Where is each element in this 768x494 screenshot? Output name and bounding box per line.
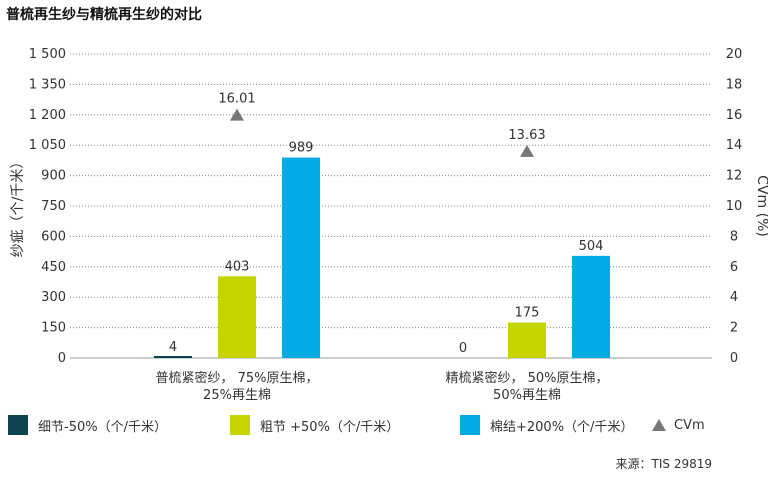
y-tick-label: 150 — [41, 321, 66, 336]
axis-ticks: 0 0 150 2 300 4 450 6 600 8 750 10 900 12 1 050 14 1 200… — [29, 47, 742, 366]
legend-item-cvm: CVm — [652, 418, 705, 433]
category-label: 50%再生棉 — [493, 388, 561, 403]
y2-axis-title: CVm (%) — [754, 175, 768, 237]
triangle-marker-icon — [652, 419, 666, 431]
category-label: 普梳紧密纱， 75%原生棉， — [155, 370, 318, 386]
bar — [508, 322, 546, 358]
cvm-marker — [230, 108, 244, 121]
bar — [572, 255, 610, 358]
y2-tick-label: 12 — [726, 169, 743, 184]
legend-label-neps: 棉结+200%（个/千米） — [490, 419, 634, 435]
y2-tick-label: 18 — [726, 77, 743, 92]
y2-tick-label: 2 — [730, 321, 738, 336]
legend-item-thick: 粗节 +50%（个/千米） — [230, 415, 460, 435]
y2-tick-label: 8 — [730, 229, 738, 244]
y-tick-label: 900 — [41, 169, 66, 184]
chart-title: 普梳再生纱与精梳再生纱的对比 — [6, 7, 202, 23]
y2-tick-label: 20 — [726, 47, 743, 62]
bar — [154, 356, 192, 358]
legend-label-cvm: CVm — [674, 417, 705, 433]
legend-item-thin: 细节-50%（个/千米） — [8, 415, 230, 435]
y2-tick-label: 6 — [730, 260, 738, 275]
bar-value-label: 0 — [459, 341, 467, 356]
legend: 细节-50%（个/千米） 粗节 +50%（个/千米） 棉结+200%（个/千米）… — [8, 412, 764, 438]
cvm-value-label: 16.01 — [218, 92, 255, 107]
grid-lines — [70, 53, 712, 359]
y-tick-label: 1 050 — [29, 138, 66, 153]
legend-label-thin: 细节-50%（个/千米） — [38, 419, 167, 435]
y-axis-title: 纱疵（个/千米） — [10, 155, 26, 258]
bars — [154, 157, 610, 358]
cvm-marker — [520, 144, 534, 157]
legend-swatch-neps — [460, 415, 480, 435]
bar — [218, 276, 256, 358]
category-label: 25%再生棉 — [203, 388, 271, 403]
bar-value-label: 989 — [289, 141, 314, 156]
bar-value-label: 175 — [515, 306, 540, 321]
y2-tick-label: 16 — [726, 108, 743, 123]
legend-label-thick: 粗节 +50%（个/千米） — [260, 419, 400, 435]
y-tick-label: 300 — [41, 290, 66, 305]
y-tick-label: 450 — [41, 260, 66, 275]
bar-value-label: 4 — [169, 340, 177, 355]
bar-value-label: 403 — [225, 259, 250, 274]
bar-value-label: 504 — [579, 239, 604, 254]
y2-tick-label: 14 — [726, 138, 743, 153]
legend-swatch-thin — [8, 415, 28, 435]
y-tick-label: 750 — [41, 199, 66, 214]
data-labels: 4 403 989 16.01 0 175 504 13.63 — [169, 92, 604, 356]
legend-item-neps: 棉结+200%（个/千米） — [460, 415, 652, 435]
y2-tick-label: 4 — [730, 290, 738, 305]
y2-tick-label: 0 — [730, 351, 738, 366]
source-note: 来源：TIS 29819 — [615, 457, 712, 471]
y2-tick-label: 10 — [726, 199, 743, 214]
legend-swatch-thick — [230, 415, 250, 435]
cvm-value-label: 13.63 — [508, 128, 545, 143]
y-tick-label: 1 500 — [29, 47, 66, 62]
category-labels: 普梳紧密纱， 75%原生棉， 25%再生棉 精梳紧密纱， 50%原生棉， 50%再生棉 — [155, 370, 608, 403]
category-label: 精梳紧密纱， 50%原生棉， — [445, 370, 608, 386]
y-tick-label: 1 350 — [29, 77, 66, 92]
bar — [282, 157, 320, 358]
y-tick-label: 600 — [41, 229, 66, 244]
y-tick-label: 0 — [58, 351, 66, 366]
y-tick-label: 1 200 — [29, 108, 66, 123]
